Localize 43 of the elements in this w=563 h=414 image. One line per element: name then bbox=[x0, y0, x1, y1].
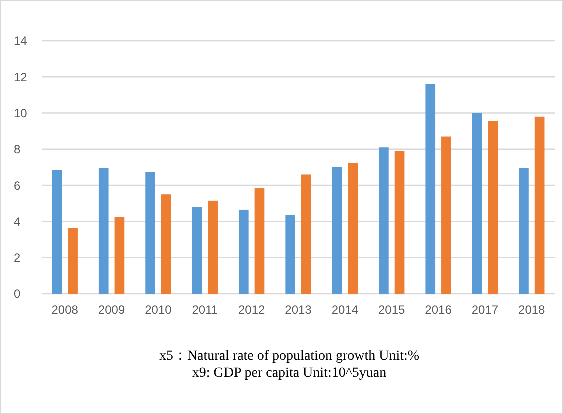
bar bbox=[472, 113, 482, 294]
y-tick-label: 12 bbox=[14, 70, 28, 84]
bar bbox=[161, 194, 172, 294]
x-tick-label: 2013 bbox=[285, 303, 312, 317]
x-tick-label: 2008 bbox=[52, 303, 79, 317]
x-tick-label: 2010 bbox=[145, 303, 172, 317]
bar bbox=[208, 200, 218, 294]
y-tick-label: 6 bbox=[14, 178, 21, 193]
bar bbox=[426, 84, 436, 294]
y-tick-label: 8 bbox=[14, 142, 21, 157]
bar bbox=[254, 188, 265, 294]
text: x5：Natural rate of population growth Unit:% bbox=[159, 349, 420, 364]
bar bbox=[146, 172, 156, 294]
x-tick-label: 2012 bbox=[238, 303, 266, 317]
y-tick-label: 0 bbox=[14, 287, 21, 302]
bar bbox=[98, 168, 109, 294]
bar bbox=[348, 162, 358, 294]
bar bbox=[379, 148, 389, 294]
bar bbox=[534, 116, 545, 294]
text: x9: GDP per capita Unit:10^5yuan bbox=[192, 366, 387, 381]
x-tick-label: 2014 bbox=[332, 303, 359, 317]
x-tick-label: 2018 bbox=[518, 303, 546, 317]
bar bbox=[442, 136, 452, 294]
x-tick-label: 2016 bbox=[425, 303, 452, 317]
y-tick-label: 14 bbox=[14, 34, 28, 48]
bar bbox=[332, 168, 342, 294]
bar bbox=[394, 151, 405, 294]
x-tick-label: 2011 bbox=[192, 303, 218, 317]
bar bbox=[114, 217, 125, 294]
y-tick-label: 2 bbox=[14, 251, 21, 266]
x-tick-label: 2015 bbox=[378, 303, 406, 317]
y-tick-label: 4 bbox=[14, 214, 21, 229]
bar bbox=[488, 121, 498, 294]
bar bbox=[52, 170, 62, 294]
y-tick-label: 10 bbox=[14, 106, 28, 120]
bar bbox=[68, 228, 78, 294]
bar bbox=[192, 207, 202, 294]
bar bbox=[286, 215, 296, 294]
bar bbox=[519, 168, 529, 294]
bar bbox=[238, 210, 249, 294]
bar bbox=[302, 174, 312, 294]
x-tick-label: 2017 bbox=[472, 303, 499, 317]
x-tick-label: 2009 bbox=[98, 303, 126, 317]
